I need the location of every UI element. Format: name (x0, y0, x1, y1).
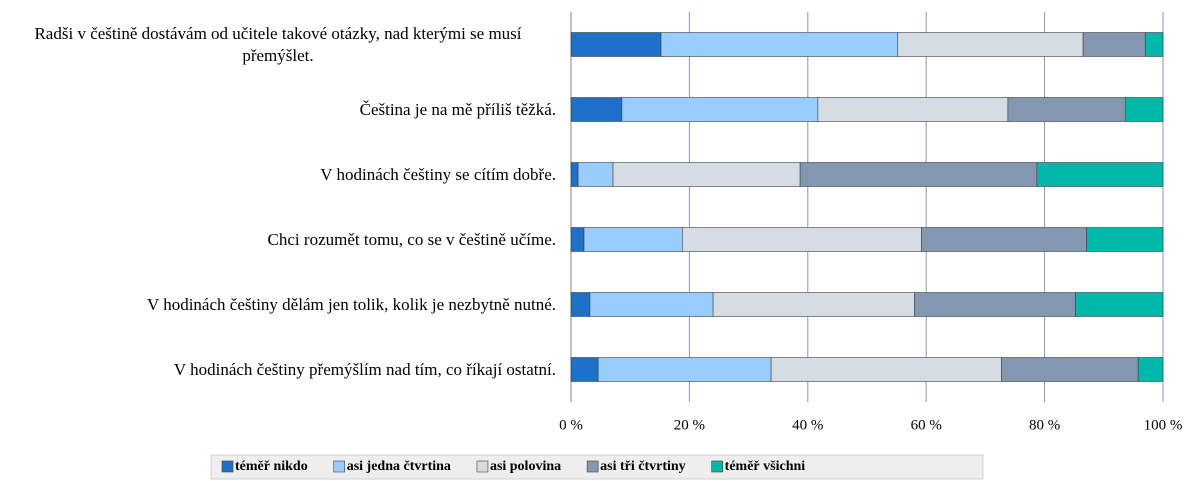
bar-segment (589, 292, 714, 317)
bar-segment (1125, 97, 1164, 122)
bar-segment (597, 357, 772, 382)
x-tick-label: 20 % (674, 417, 705, 433)
bar-segment (583, 227, 683, 252)
bar-segment (817, 97, 1009, 122)
y-tick-label: V hodinách češtiny přemýšlím nad tím, co… (0, 340, 556, 400)
legend-label: téměř nikdo (235, 459, 308, 474)
legend-label: asi jedna čtvrtina (347, 459, 451, 474)
bar-segment (1086, 227, 1164, 252)
legend-label: asi polovina (490, 459, 561, 474)
category-text: Čeština je na mě příliš těžká. (359, 99, 556, 119)
bar-segment (660, 32, 899, 57)
legend-swatch (333, 460, 346, 473)
bar-segment (914, 292, 1076, 317)
legend-swatch (711, 460, 723, 473)
bar-segment (897, 32, 1084, 57)
bar-segment (570, 357, 599, 382)
bar-segment (570, 32, 662, 57)
x-tick-label: 60 % (911, 417, 942, 433)
bar-segment (1007, 97, 1127, 122)
bar-segment (570, 292, 591, 317)
y-tick-label: V hodinách češtiny se cítím dobře. (0, 145, 556, 205)
bar-segment (1082, 32, 1146, 57)
category-text: V hodinách češtiny se cítím dobře. (320, 164, 556, 184)
bar-segment (570, 162, 579, 187)
x-tick-label: 100 % (1144, 417, 1183, 433)
x-tick-label: 40 % (792, 417, 823, 433)
y-tick-label: V hodinách češtiny dělám jen tolik, koli… (0, 275, 556, 335)
bar-segment (570, 97, 623, 122)
legend-swatch (586, 460, 599, 473)
category-text: V hodinách češtiny přemýšlím nad tím, co… (173, 359, 556, 379)
category-text: V hodinách češtiny dělám jen tolik, koli… (146, 294, 556, 314)
bar-segment (621, 97, 819, 122)
y-tick-label: Radši v češtině dostávám od učitele tako… (0, 15, 556, 75)
bar-segment (681, 227, 922, 252)
bar-segment (1144, 32, 1164, 57)
bar-segment (712, 292, 915, 317)
legend-swatch (476, 460, 489, 473)
bar-segment (570, 227, 585, 252)
bar-segment (1137, 357, 1164, 382)
bar-segment (921, 227, 1087, 252)
bar-segment (1001, 357, 1139, 382)
legend-swatch (221, 460, 234, 473)
x-tick-label: 80 % (1029, 417, 1060, 433)
bar-segment (799, 162, 1038, 187)
bar-segment (577, 162, 614, 187)
bar-segment (770, 357, 1002, 382)
bar-segment (1075, 292, 1164, 317)
x-tick-label: 0 % (559, 417, 583, 433)
legend-label: asi tři čtvrtiny (600, 459, 686, 474)
category-text: Radši v češtině dostávám od učitele tako… (34, 23, 522, 65)
bar-segment (1036, 162, 1164, 187)
y-tick-label: Chci rozumět tomu, co se v češtině učíme… (0, 210, 556, 270)
y-tick-label: Čeština je na mě příliš těžká. (0, 80, 556, 140)
category-text: Chci rozumět tomu, co se v češtině učíme… (267, 229, 556, 249)
legend-label: téměř všichni (725, 459, 806, 474)
bar-segment (612, 162, 801, 187)
